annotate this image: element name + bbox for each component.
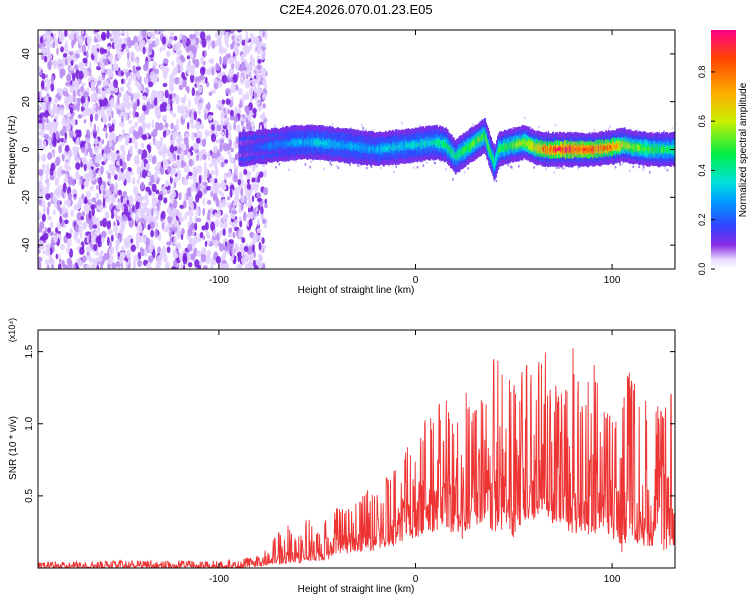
spectrogram-x-label: Height of straight line (km) [298, 285, 415, 296]
spectrogram-y-label: Frequency (Hz) [7, 116, 18, 185]
snr-frame [37, 329, 676, 569]
spectrogram-ticks: -100 0 100 -40 -20 0 20 40 [21, 30, 675, 286]
colorbar-tick-label: 0.8 [697, 66, 707, 79]
spectrogram-y-tick-label: -40 [21, 237, 32, 252]
signal-ridge [238, 116, 675, 183]
colorbar-tick-label: 0.0 [697, 263, 707, 276]
snr-series-line [38, 348, 675, 568]
spectrogram-marks [38, 30, 675, 269]
colorbar-ticks: 0.0 0.2 0.4 0.6 0.8 [697, 66, 715, 276]
colorbar-gradient [711, 30, 736, 269]
colorbar: 0.0 0.2 0.4 0.6 0.8 Normalized spectral ampl… [697, 30, 749, 275]
spectrogram-x-tick-label: 100 [604, 275, 621, 286]
noise-speckle-region [38, 30, 269, 269]
snr-marks [38, 348, 675, 568]
spectrogram-y-tick-label: 0 [21, 146, 32, 152]
colorbar-tick-label: 0.4 [697, 164, 707, 177]
spectrogram-x-tick-label: -100 [209, 275, 229, 286]
spectrogram-y-tick-label: 20 [21, 96, 32, 108]
figure-title: C2E4.2026.070.01.23.E05 [279, 2, 432, 17]
snr-y-label: SNR (10 * v/v) [8, 416, 19, 480]
spectrogram-panel: -100 0 100 -40 -20 0 20 40 Height of straight l… [7, 29, 676, 296]
snr-x-tick-label: 100 [604, 574, 621, 585]
snr-x-tick-label: 0 [413, 574, 419, 585]
colorbar-tick-label: 0.2 [697, 213, 707, 226]
snr-y-multiplier: (x10⁴) [7, 318, 17, 342]
snr-x-tick-label: -100 [209, 574, 229, 585]
snr-y-tick-label: 1.0 [24, 416, 35, 430]
spectrogram-y-tick-label: 40 [21, 48, 32, 60]
snr-y-tick-label: 1.5 [24, 344, 35, 358]
snr-y-tick-label: 0.5 [24, 489, 35, 503]
colorbar-tick-label: 0.6 [697, 115, 707, 128]
snr-x-label: Height of straight line (km) [298, 584, 415, 595]
snr-panel: -100 0 100 0.5 1.0 1.5 Height of straight lin… [7, 318, 676, 595]
snr-ticks: -100 0 100 0.5 1.0 1.5 [24, 330, 675, 585]
colorbar-label: Normalized spectral amplitude [738, 82, 749, 217]
spectrogram-y-tick-label: -20 [21, 190, 32, 205]
spectrogram-x-tick-label: 0 [413, 275, 419, 286]
